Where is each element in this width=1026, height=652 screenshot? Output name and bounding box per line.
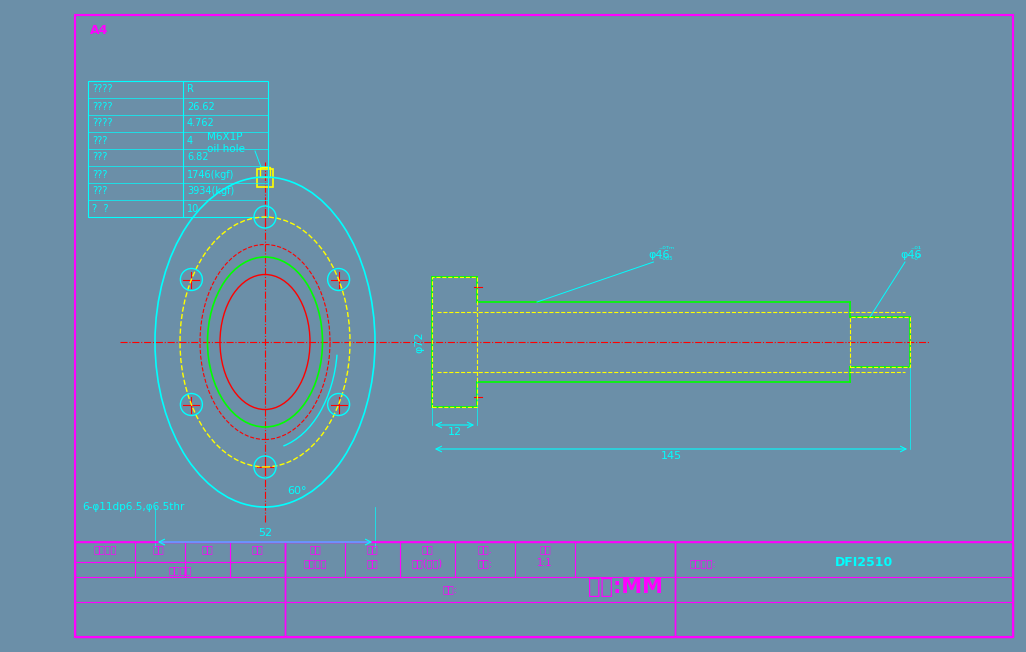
Text: ????: ???? xyxy=(92,119,113,128)
Bar xyxy=(75,542,1013,637)
Text: 3934(kgf): 3934(kgf) xyxy=(187,186,234,196)
Text: 6.82: 6.82 xyxy=(187,153,208,162)
Text: 签名: 签名 xyxy=(251,544,263,554)
Text: 设计: 设计 xyxy=(366,544,378,554)
Bar xyxy=(75,542,285,637)
Text: 客户确认: 客户确认 xyxy=(168,565,192,575)
Bar xyxy=(256,169,273,187)
Text: ⁻⁰¹: ⁻⁰¹ xyxy=(910,245,921,254)
Text: ????: ???? xyxy=(92,102,113,111)
Text: ⁻⁰ᵀᵐ: ⁻⁰ᵀᵐ xyxy=(659,245,675,254)
Bar xyxy=(850,317,910,367)
Text: R: R xyxy=(187,85,194,95)
Text: 图号:: 图号: xyxy=(477,558,492,568)
Text: 比例: 比例 xyxy=(539,544,551,554)
Text: 代数: 代数 xyxy=(152,544,164,554)
Text: DFI2510: DFI2510 xyxy=(835,557,893,569)
Text: 4.762: 4.762 xyxy=(187,119,214,128)
Text: ???: ??? xyxy=(92,186,108,196)
Text: 日期: 日期 xyxy=(201,544,212,554)
Bar xyxy=(432,277,477,407)
Text: 12: 12 xyxy=(447,427,462,437)
Text: 客户名称: 客户名称 xyxy=(304,558,326,568)
Text: M6X1P: M6X1P xyxy=(207,132,242,142)
Text: ????: ???? xyxy=(92,85,113,95)
Bar xyxy=(260,167,270,177)
Text: φ72: φ72 xyxy=(415,331,424,353)
Text: ???: ??? xyxy=(92,170,108,179)
Text: 数量(单位): 数量(单位) xyxy=(411,558,442,568)
Text: ₋₀₀₅: ₋₀₀₅ xyxy=(659,253,673,262)
Text: 审核: 审核 xyxy=(421,544,433,554)
Text: ???: ??? xyxy=(92,153,108,162)
Text: 视角.: 视角. xyxy=(478,544,492,554)
Text: oil hole: oil hole xyxy=(207,144,245,154)
Text: 描图: 描图 xyxy=(309,544,321,554)
Text: 6-φ11dp6.5,φ6.5thr: 6-φ11dp6.5,φ6.5thr xyxy=(82,502,185,512)
Text: 4: 4 xyxy=(187,136,193,145)
Text: 145: 145 xyxy=(661,451,681,461)
Text: ?  ?: ? ? xyxy=(92,203,109,213)
Bar xyxy=(285,542,675,637)
Text: 60°: 60° xyxy=(287,486,307,496)
Text: φ46: φ46 xyxy=(900,250,921,260)
Text: A4: A4 xyxy=(90,24,109,37)
Text: 52: 52 xyxy=(258,528,272,538)
Text: 1746(kgf): 1746(kgf) xyxy=(187,170,234,179)
Text: 26.62: 26.62 xyxy=(187,102,214,111)
Text: ₋₀²: ₋₀² xyxy=(910,253,921,262)
Text: 10: 10 xyxy=(187,203,199,213)
Text: φ46: φ46 xyxy=(648,250,670,260)
Text: 单位:MM: 单位:MM xyxy=(588,577,663,597)
Bar xyxy=(88,81,268,217)
Bar xyxy=(675,542,1013,637)
Text: ???: ??? xyxy=(92,136,108,145)
Text: 材料:: 材料: xyxy=(442,584,458,594)
Text: 存档图号:: 存档图号: xyxy=(690,558,717,568)
Text: 日期: 日期 xyxy=(366,558,378,568)
Text: 审改标记: 审改标记 xyxy=(93,544,117,554)
Text: 1:1: 1:1 xyxy=(538,558,553,568)
